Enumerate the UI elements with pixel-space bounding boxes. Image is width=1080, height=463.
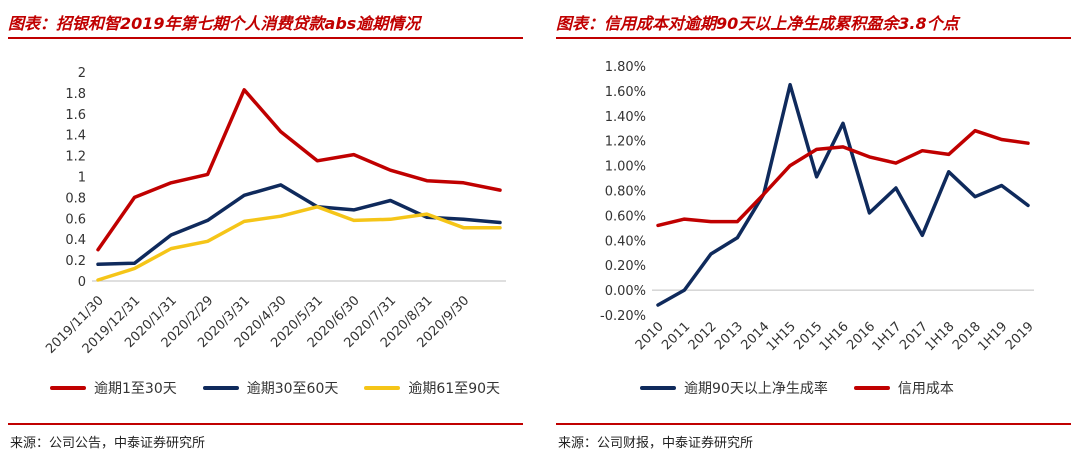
y-tick-label: 1.6 <box>65 108 86 123</box>
x-tick-label: 1H16 <box>817 319 852 354</box>
y-tick-label: 1 <box>78 171 86 186</box>
legend-label: 逾期90天以上净生成率 <box>684 381 828 397</box>
source-note: 来源：公司财报，中泰证券研究所 <box>558 436 754 451</box>
x-tick-label: 2010 <box>633 319 667 353</box>
y-tick-label: 2 <box>78 66 86 81</box>
legend-label: 逾期30至60天 <box>246 381 339 397</box>
x-tick-label: 1H18 <box>922 319 957 354</box>
y-tick-label: 0.8 <box>65 191 86 206</box>
legend-item: 逾期61至90天 <box>364 378 500 398</box>
chart-panel-right: 图表：信用成本对逾期90天以上净生成累积盈余3.8个点 -0.20% 0.00% 0… <box>556 0 1080 463</box>
series-line <box>656 128 1030 228</box>
line-chart-plot: -0.20% 0.00% 0.20% 0.40% 0.60% 0.80% 1.00% 1.20… <box>600 60 1037 354</box>
y-tick-label: 1.00% <box>605 160 646 175</box>
chart-legend: 逾期90天以上净生成率 信用成本 <box>640 378 954 398</box>
series-line <box>96 205 502 282</box>
y-tick-label: 0.80% <box>605 185 646 200</box>
y-tick-label: 0.00% <box>605 284 646 299</box>
y-tick-label: 1.2 <box>65 150 86 165</box>
legend-swatch <box>853 386 890 390</box>
series-line <box>656 82 1030 307</box>
series-line <box>96 88 502 252</box>
chart-title: 图表：招银和智2019年第七期个人消费贷款abs逾期情况 <box>8 14 421 33</box>
legend-item: 信用成本 <box>853 378 954 398</box>
legend-label: 信用成本 <box>897 381 954 397</box>
chart-title: 图表：信用成本对逾期90天以上净生成累积盈余3.8个点 <box>556 14 959 33</box>
y-tick-label: -0.20% <box>600 309 646 324</box>
legend-label: 逾期61至90天 <box>408 381 501 397</box>
legend-swatch <box>364 386 401 390</box>
legend-item: 逾期30至60天 <box>202 378 339 398</box>
y-tick-label: 1.60% <box>605 85 646 100</box>
legend-item: 逾期1至30天 <box>50 378 177 398</box>
legend-swatch <box>50 386 86 390</box>
y-tick-label: 1.4 <box>65 129 86 144</box>
x-tick-label: 2012 <box>686 319 720 353</box>
y-tick-label: 0.2 <box>65 254 86 269</box>
line-chart-plot: 00.20.40.60.811.21.41.61.822019/11/30201… <box>43 66 506 357</box>
x-tick-label: 2013 <box>712 319 746 353</box>
legend-item: 逾期90天以上净生成率 <box>640 378 828 398</box>
source-rule <box>8 423 523 425</box>
y-tick-label: 1.20% <box>605 135 646 150</box>
y-tick-label: 1.40% <box>605 110 646 125</box>
title-rule <box>556 37 1071 39</box>
chart-panel-left: 图表：招银和智2019年第七期个人消费贷款abs逾期情况 0 0.2 0.4 0.6 0… <box>8 0 538 463</box>
legend-swatch <box>202 386 239 390</box>
y-tick-label: 0.40% <box>605 234 646 249</box>
y-tick-label: 0.4 <box>65 233 86 248</box>
source-note: 来源：公司公告，中泰证券研究所 <box>10 436 206 451</box>
x-tick-label: 2019 <box>1003 319 1037 353</box>
legend-label: 逾期1至30天 <box>94 381 177 397</box>
title-rule <box>8 37 523 39</box>
series-line <box>96 183 502 267</box>
y-tick-label: 0.20% <box>605 259 646 274</box>
x-tick-label: 1H15 <box>764 319 799 354</box>
x-tick-label: 1H17 <box>870 319 905 354</box>
y-tick-label: 0.6 <box>65 212 86 227</box>
y-tick-label: 0.60% <box>605 209 646 224</box>
chart-legend: 逾期1至30天 逾期30至60天 逾期61至90天 <box>50 378 500 398</box>
legend-swatch <box>640 386 676 390</box>
y-tick-label: 0 <box>78 275 86 290</box>
source-rule <box>556 423 1071 425</box>
x-tick-label: 1H19 <box>975 319 1010 354</box>
y-tick-label: 1.80% <box>605 60 646 75</box>
y-tick-label: 1.8 <box>65 87 86 102</box>
x-tick-label: 2011 <box>659 319 693 353</box>
